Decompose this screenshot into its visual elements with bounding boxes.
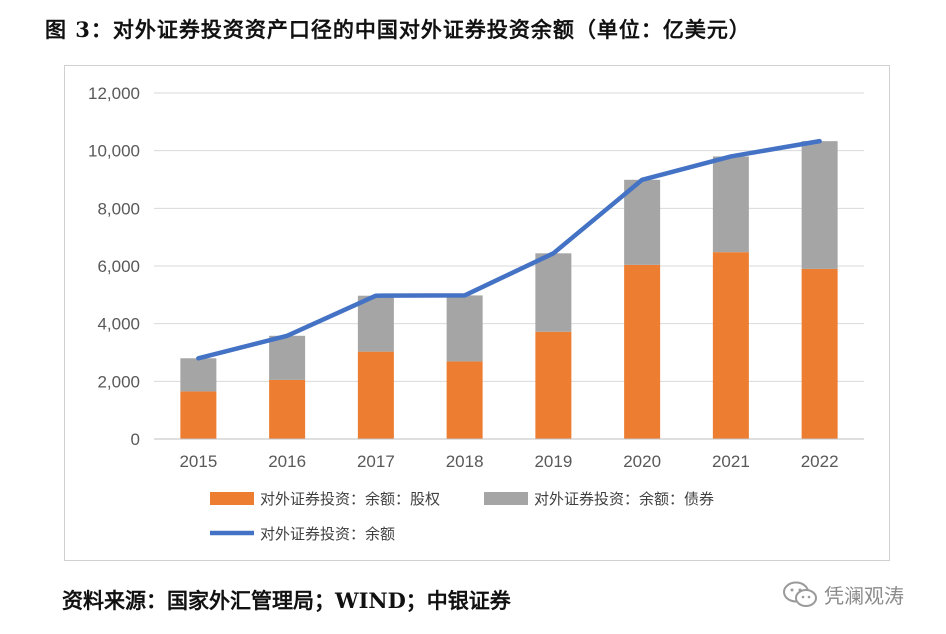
x-tick-label: 2018 [446, 452, 484, 471]
watermark: 凭澜观涛 [782, 580, 904, 609]
y-tick-label: 2,000 [97, 372, 140, 391]
source-note: 资料来源：国家外汇管理局；WIND；中银证券 [62, 588, 511, 613]
bar-bond [180, 358, 217, 392]
wechat-icon [783, 581, 817, 607]
legend-label: 对外证券投资：余额：股权 [260, 490, 440, 508]
bar-equity [535, 331, 572, 439]
bar-equity [357, 351, 394, 439]
bar-bond [269, 335, 306, 380]
chart: 0 2,000 4,000 6,000 8,000 10,000 12,000 2015 201… [88, 84, 864, 543]
total-line [196, 138, 822, 361]
y-tick-label: 8,000 [97, 199, 140, 218]
legend-label: 对外证券投资：余额：债券 [534, 490, 714, 508]
grid-lines [154, 92, 864, 382]
bar-equity [624, 264, 661, 439]
bars [180, 141, 838, 439]
bar-equity [180, 391, 217, 439]
bar-bond [624, 179, 661, 265]
y-tick-label: 12,000 [88, 84, 140, 103]
legend-swatch [484, 492, 528, 505]
x-tick-label: 2022 [801, 452, 839, 471]
series-line-total [196, 138, 822, 361]
y-tick-label: 10,000 [88, 142, 140, 161]
x-tick-label: 2019 [534, 452, 572, 471]
figure-title: 图 3：对外证券投资资产口径的中国对外证券投资余额（单位：亿美元） [45, 17, 751, 42]
x-tick-label: 2017 [357, 452, 395, 471]
x-tick-label: 2020 [623, 452, 661, 471]
bar-bond [535, 253, 572, 332]
bar-equity [712, 252, 749, 439]
bar-equity [801, 268, 838, 439]
bar-bond [712, 156, 749, 253]
bar-bond [446, 295, 483, 362]
bar-bond [357, 295, 394, 352]
bar-equity [446, 361, 483, 439]
x-tick-label: 2021 [712, 452, 750, 471]
x-tick-label: 2016 [268, 452, 306, 471]
y-tick-label: 6,000 [97, 257, 140, 276]
legend-swatch [210, 492, 254, 505]
y-tick-label: 0 [131, 430, 140, 449]
bar-equity [269, 379, 306, 439]
watermark-text: 凭澜观涛 [824, 584, 904, 608]
y-tick-label: 4,000 [97, 315, 140, 334]
legend-label: 对外证券投资：余额 [260, 525, 395, 543]
bar-bond [801, 141, 838, 269]
x-tick-label: 2015 [179, 452, 217, 471]
axes: 0 2,000 4,000 6,000 8,000 10,000 12,000 2015 201… [88, 84, 864, 471]
